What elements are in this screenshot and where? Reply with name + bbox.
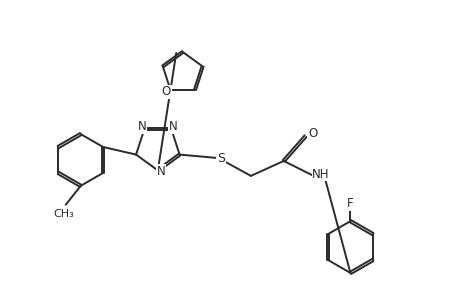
Text: S: S [217, 152, 224, 166]
Text: O: O [308, 127, 317, 140]
Text: N: N [156, 165, 165, 178]
Text: O: O [162, 85, 171, 98]
Text: N: N [138, 120, 146, 133]
Text: CH₃: CH₃ [53, 209, 73, 219]
Text: F: F [347, 197, 353, 210]
Text: NH: NH [312, 168, 329, 181]
Text: N: N [168, 120, 177, 133]
